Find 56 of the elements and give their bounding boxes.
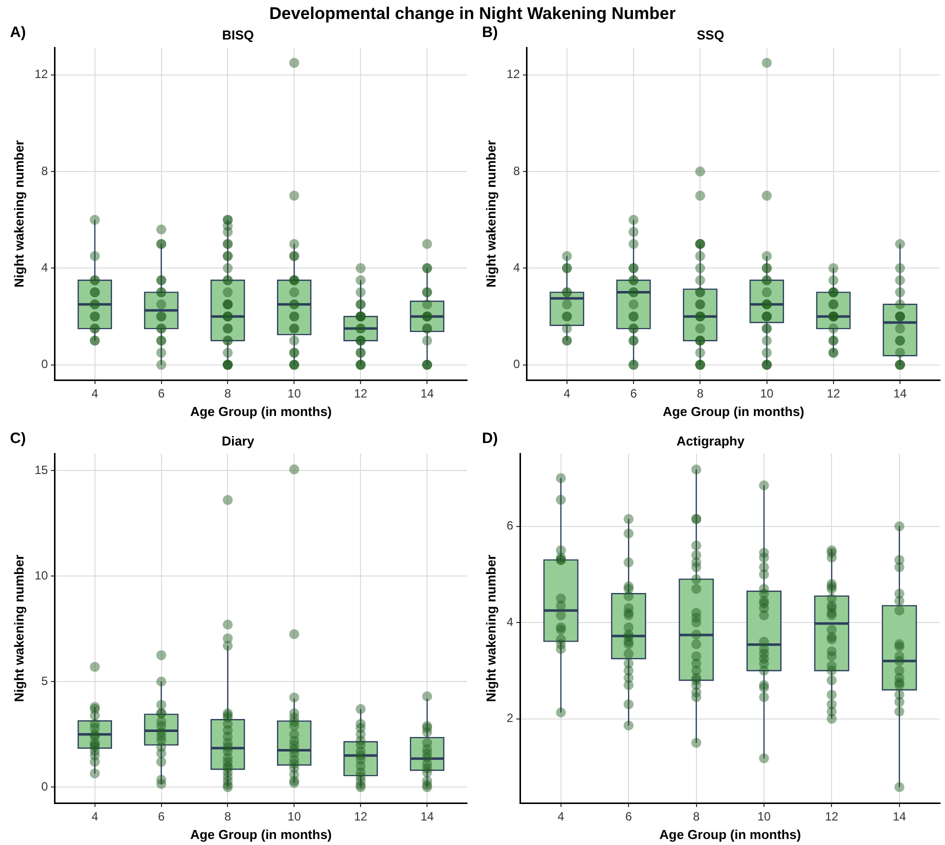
y-axis-title: Night wakening number [483, 140, 498, 288]
y-tick-label: 8 [41, 164, 48, 178]
x-tick-label: 14 [892, 810, 906, 824]
y-tick-label: 10 [34, 568, 48, 582]
y-tick-label: 0 [41, 779, 48, 794]
y-axis-title: Night wakening number [11, 554, 26, 702]
text: A) [10, 24, 26, 41]
y-tick-label: 12 [506, 67, 520, 82]
x-tick-label: 4 [564, 386, 571, 401]
chart-title: SSQ [696, 27, 724, 42]
x-axis-title: Age Group (in months) [190, 826, 332, 842]
text: D) [482, 430, 498, 447]
x-tick-label: 4 [91, 810, 98, 824]
x-axis-title: Age Group (in months) [659, 826, 801, 842]
x-tick-label: 6 [158, 810, 165, 824]
y-axis-title: Night wakening number [11, 140, 26, 288]
y-tick-label: 15 [34, 462, 48, 477]
x-tick-label: 14 [893, 386, 908, 401]
y-tick-label: 5 [41, 674, 48, 688]
x-tick-label: 6 [625, 810, 632, 824]
x-tick-label: 12 [354, 386, 368, 401]
x-tick-label: 10 [757, 810, 771, 824]
x-tick-label: 10 [760, 386, 774, 401]
y-tick-label: 0 [41, 357, 48, 372]
x-tick-label: 6 [630, 386, 638, 401]
x-tick-label: 8 [224, 386, 232, 401]
y-tick-label: 4 [41, 260, 48, 274]
y-tick-label: 12 [34, 67, 48, 82]
text: C) [10, 430, 26, 447]
y-tick-label: 8 [513, 164, 520, 178]
chart-title: Actigraphy [676, 433, 746, 448]
y-tick-label: 4 [506, 614, 514, 629]
x-tick-label: 8 [224, 810, 232, 824]
text: B) [482, 24, 498, 41]
x-tick-label: 10 [288, 810, 302, 824]
x-tick-label: 6 [158, 386, 165, 401]
x-tick-label: 12 [354, 810, 368, 824]
y-tick-label: 4 [513, 260, 520, 274]
y-tick-label: 2 [506, 711, 514, 726]
y-tick-label: 6 [506, 518, 514, 533]
x-tick-label: 4 [91, 386, 98, 401]
chart-title: BISQ [222, 27, 254, 42]
y-axis-title: Night wakening number [483, 554, 498, 702]
x-tick-label: 8 [696, 386, 704, 401]
x-tick-label: 8 [692, 810, 700, 824]
x-tick-label: 4 [558, 810, 565, 824]
x-tick-label: 12 [826, 386, 840, 401]
x-axis-title: Age Group (in months) [662, 404, 804, 419]
text: Developmental change in Night Wakening Number [268, 4, 677, 24]
x-tick-label: 14 [420, 386, 434, 401]
chart-title: Diary [222, 433, 256, 448]
x-tick-label: 10 [288, 386, 302, 401]
x-tick-label: 14 [420, 810, 434, 824]
x-tick-label: 12 [825, 810, 839, 824]
x-axis-title: Age Group (in months) [190, 404, 332, 419]
y-tick-label: 0 [513, 357, 520, 372]
